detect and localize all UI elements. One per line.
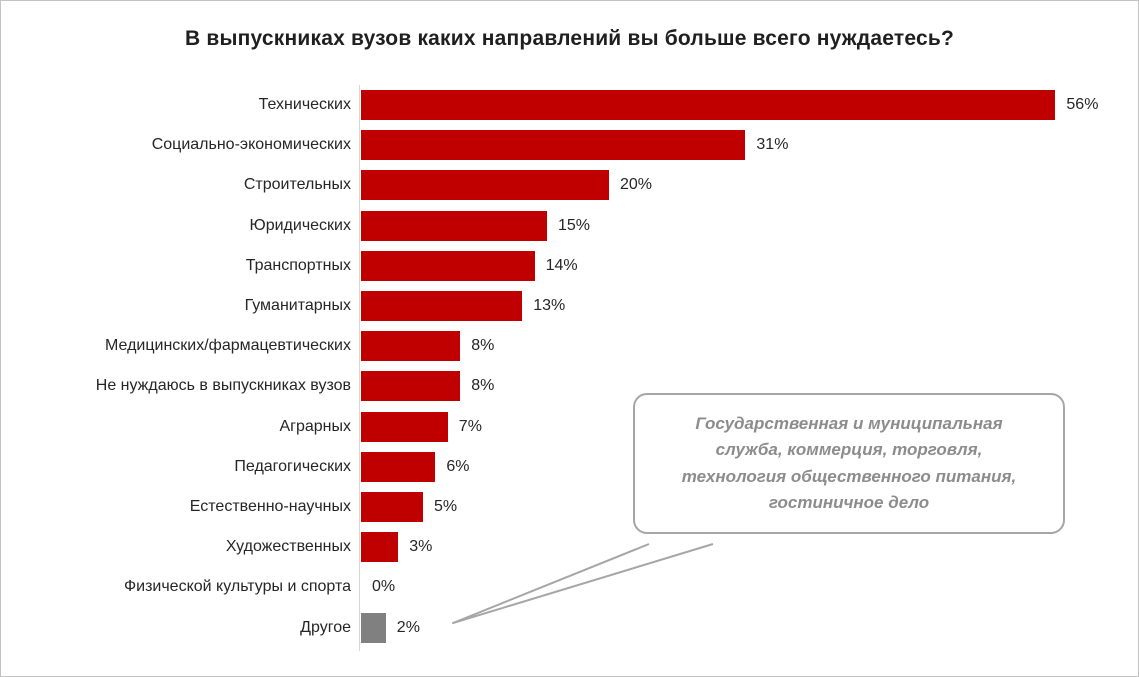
bar	[361, 411, 448, 442]
category-label: Другое	[300, 618, 351, 636]
bar	[361, 451, 436, 482]
bar	[361, 130, 746, 161]
chart-row: Технических 56%	[1, 85, 1138, 125]
category-label: Медицинских/фармацевтических	[105, 337, 351, 355]
bar	[361, 612, 386, 643]
bar-rows-container: Технических 56% Социально-экономических 31%…	[1, 85, 1138, 648]
value-label: 20%	[620, 176, 653, 194]
chart-row: Социально-экономических 31%	[1, 125, 1138, 165]
chart-row: Гуманитарных 13%	[1, 286, 1138, 326]
bar	[361, 90, 1056, 121]
value-label: 14%	[545, 256, 578, 274]
value-label: 56%	[1066, 96, 1099, 114]
category-label: Не нуждаюсь в выпускниках вузов	[95, 377, 351, 395]
value-label: 3%	[409, 538, 433, 556]
category-label: Аграрных	[279, 417, 351, 435]
value-label: 5%	[434, 497, 458, 515]
chart-row: Естественно-научных 5%	[1, 487, 1138, 527]
category-label: Юридических	[249, 216, 351, 234]
category-label: Строительных	[243, 176, 351, 194]
chart-row: Педагогических 6%	[1, 447, 1138, 487]
bar	[361, 491, 423, 522]
category-label: Гуманитарных	[244, 297, 351, 315]
category-label: Технических	[258, 96, 351, 114]
other-callout-bubble: Государственная и муниципальная служба, …	[633, 393, 1065, 535]
bar	[361, 532, 399, 563]
chart-row: Другое 2%	[1, 607, 1138, 647]
value-label: 8%	[471, 377, 495, 395]
value-label: 7%	[458, 417, 482, 435]
bar	[361, 331, 461, 362]
bar	[361, 250, 535, 281]
value-label: 2%	[396, 618, 420, 636]
category-label: Транспортных	[245, 256, 351, 274]
chart-title: В выпускниках вузов каких направлений вы…	[185, 27, 954, 50]
category-label: Естественно-научных	[189, 497, 351, 515]
other-callout-text: Государственная и муниципальная служба, …	[681, 414, 1017, 513]
value-label: 8%	[471, 337, 495, 355]
chart-row: Художественных 3%	[1, 527, 1138, 567]
chart-row: Не нуждаюсь в выпускниках вузов 8%	[1, 366, 1138, 406]
bar	[361, 371, 461, 402]
bar	[361, 170, 609, 201]
value-label: 15%	[558, 216, 591, 234]
category-label: Социально-экономических	[151, 136, 351, 154]
chart-row: Физической культуры и спорта 0%	[1, 567, 1138, 607]
category-axis-line	[359, 85, 360, 651]
value-label: 6%	[446, 457, 470, 475]
chart-row: Медицинских/фармацевтических 8%	[1, 326, 1138, 366]
category-label: Физической культуры и спорта	[123, 578, 351, 596]
bar	[361, 291, 523, 322]
value-label: 0%	[372, 578, 396, 596]
chart-row: Строительных 20%	[1, 165, 1138, 205]
chart-row: Юридических 15%	[1, 206, 1138, 246]
category-label: Педагогических	[234, 457, 351, 475]
chart-row: Аграрных 7%	[1, 407, 1138, 447]
category-label: Художественных	[225, 538, 351, 556]
chart-row: Транспортных 14%	[1, 246, 1138, 286]
bar	[361, 210, 547, 241]
value-label: 13%	[533, 297, 566, 315]
value-label: 31%	[756, 136, 789, 154]
